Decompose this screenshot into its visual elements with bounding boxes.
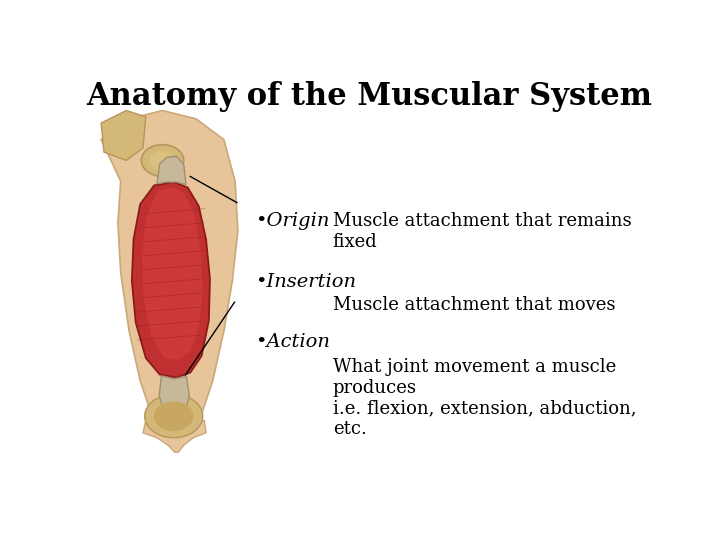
- Polygon shape: [142, 187, 203, 360]
- Text: •Origin: •Origin: [255, 212, 329, 231]
- Polygon shape: [143, 420, 206, 453]
- Text: Muscle attachment that moves: Muscle attachment that moves: [333, 295, 615, 314]
- Circle shape: [145, 395, 203, 438]
- Text: Muscle attachment that remains
fixed: Muscle attachment that remains fixed: [333, 212, 631, 251]
- Polygon shape: [101, 111, 238, 447]
- Text: What joint movement a muscle
produces
i.e. flexion, extension, abduction,
etc.: What joint movement a muscle produces i.…: [333, 358, 636, 438]
- Polygon shape: [159, 376, 189, 419]
- Polygon shape: [163, 171, 176, 389]
- Text: Anatomy of the Muscular System: Anatomy of the Muscular System: [86, 82, 652, 112]
- Text: •Insertion: •Insertion: [255, 273, 356, 291]
- Circle shape: [155, 402, 193, 430]
- Polygon shape: [157, 156, 186, 185]
- Circle shape: [150, 151, 175, 170]
- Text: •Action: •Action: [255, 333, 330, 351]
- Circle shape: [141, 145, 184, 176]
- Polygon shape: [101, 111, 145, 160]
- Polygon shape: [132, 182, 210, 377]
